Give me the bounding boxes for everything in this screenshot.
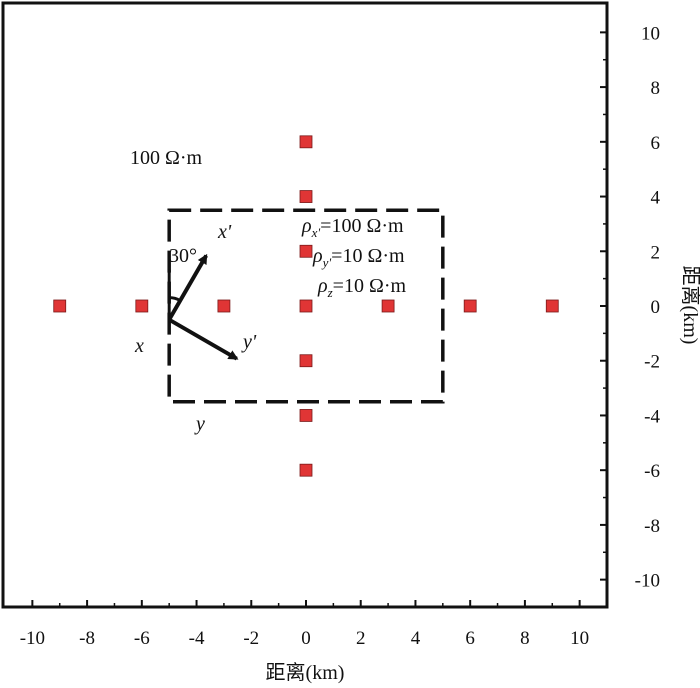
rho-x-prime-label: ρx'=100 Ω·m: [301, 215, 404, 240]
x-tick-label: 4: [411, 628, 421, 649]
measurement-point: [299, 190, 313, 203]
anomaly-resistivity-labels: ρx'=100 Ω·m ρy'=10 Ω·m ρz=10 Ω·m: [301, 215, 406, 300]
rho-y-prime-subscript: y': [321, 255, 332, 270]
y-prime-arrow: [168, 317, 239, 361]
x-tick-label: 6: [465, 628, 475, 649]
y-axis-title: 距离(km): [679, 266, 700, 345]
x-tick-label: 10: [570, 628, 589, 649]
x-axis-ticks: -10 -8 -6 -4 -2 0 2 4 6 8 10: [20, 600, 589, 649]
y-tick-label: -10: [635, 571, 660, 592]
y-tick-label: -6: [644, 461, 660, 482]
rho-y-prime-symbol: ρ: [312, 245, 323, 267]
measurement-point: [299, 354, 313, 368]
x-axis-title: 距离(km): [266, 661, 345, 684]
measurement-point: [463, 299, 477, 313]
rho-z-label: ρz=10 Ω·m: [317, 275, 406, 300]
measurement-point: [381, 299, 395, 313]
y-tick-label: 8: [651, 78, 661, 99]
anomaly-box: [167, 208, 445, 404]
x-prime-arrow: [167, 253, 208, 321]
x-tick-label: -10: [20, 628, 45, 649]
measurement-point: [53, 299, 67, 313]
y-tick-label: 6: [651, 133, 661, 154]
rho-x-prime-symbol: ρ: [301, 215, 312, 237]
x-axis-marker-label: x: [134, 335, 144, 357]
x-tick-label: -6: [134, 628, 150, 649]
y-tick-label: -4: [644, 406, 660, 427]
rho-z-value: =10 Ω·m: [333, 275, 407, 297]
x-tick-label: -8: [79, 628, 95, 649]
y-axis-marker-label: y: [194, 413, 205, 435]
y-tick-label: 2: [651, 242, 661, 263]
measurement-point: [299, 135, 313, 149]
rho-y-prime-value: =10 Ω·m: [331, 245, 405, 267]
measurement-point: [299, 244, 313, 258]
x-prime-label: x': [217, 221, 232, 243]
x-tick-label: 8: [520, 628, 530, 649]
rho-z-subscript: z: [327, 285, 333, 300]
measurement-point: [545, 299, 559, 313]
y-axis-ticks: -10 -8 -6 -4 -2 0 2 4 6 8 10: [600, 23, 661, 592]
rho-y-prime-label: ρy'=10 Ω·m: [312, 245, 405, 270]
rho-x-prime-subscript: x': [311, 225, 321, 240]
y-tick-label: 4: [651, 188, 661, 209]
measurement-point: [217, 299, 231, 313]
measurement-point: [299, 409, 313, 422]
measurement-points: [53, 135, 559, 477]
angle-label: 30°: [169, 245, 197, 267]
y-tick-label: 10: [641, 23, 660, 44]
y-tick-label: -8: [644, 516, 660, 537]
x-tick-label: 2: [356, 628, 366, 649]
y-tick-label: -2: [644, 352, 660, 373]
measurement-point: [299, 299, 313, 313]
measurement-point: [299, 463, 313, 477]
background-resistivity-label: 100 Ω·m: [130, 147, 203, 169]
rotated-axes: [167, 253, 239, 361]
x-tick-label: -2: [243, 628, 259, 649]
rho-x-prime-value: =100 Ω·m: [320, 215, 404, 237]
rho-z-symbol: ρ: [317, 275, 328, 297]
x-tick-label: -4: [189, 628, 205, 649]
x-tick-label: 0: [301, 628, 311, 649]
y-prime-label: y': [241, 331, 257, 353]
measurement-point: [135, 299, 149, 313]
y-tick-label: 0: [651, 297, 661, 318]
